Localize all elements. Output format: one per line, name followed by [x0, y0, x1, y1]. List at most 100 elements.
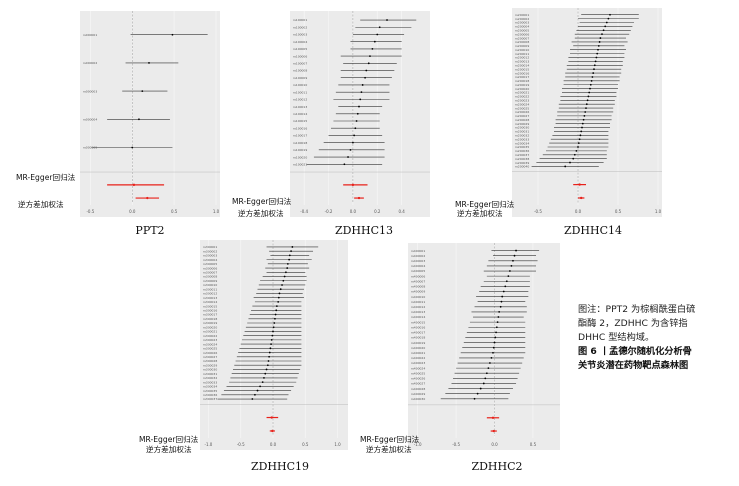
- snp-label: rs200009: [515, 44, 529, 48]
- egger-point: [132, 183, 136, 187]
- snp-point: [352, 141, 354, 144]
- x-tick-label: 0.5: [302, 442, 309, 447]
- x-tick-label: -1.0: [205, 442, 213, 447]
- snp-label: rs300028: [203, 359, 217, 363]
- snp-point: [360, 91, 363, 94]
- snp-point: [285, 271, 287, 274]
- snp-point: [589, 87, 591, 90]
- egger-point: [491, 416, 495, 419]
- panel-title-zdhhc13: ZDHHC13: [334, 224, 394, 237]
- snp-label: rs200002: [515, 17, 529, 21]
- snp-label: rs100004: [293, 40, 307, 44]
- snp-label: rs300001: [203, 245, 217, 249]
- ivw-point: [271, 429, 274, 433]
- snp-label: rs400015: [411, 320, 425, 324]
- snp-label: rs000004: [83, 117, 97, 121]
- snp-label: rs300007: [203, 271, 217, 275]
- snp-point: [148, 62, 150, 64]
- snp-label: rs200017: [515, 75, 529, 79]
- snp-point: [599, 37, 602, 39]
- x-tick-label: 1.0: [213, 209, 220, 214]
- snp-point: [343, 163, 346, 166]
- snp-label: rs300022: [203, 334, 217, 338]
- snp-label: rs000002: [83, 61, 97, 65]
- x-tick-label: 0.0: [350, 209, 357, 214]
- snp-label: rs200029: [515, 122, 529, 126]
- snp-label: rs100001: [293, 18, 307, 22]
- snp-label: rs300021: [203, 330, 217, 334]
- snp-point: [564, 165, 567, 168]
- snp-point: [492, 351, 494, 354]
- snp-point: [367, 62, 370, 65]
- snp-label: rs200019: [515, 83, 529, 87]
- snp-label: rs200005: [515, 28, 529, 32]
- snp-label: rs400014: [411, 315, 425, 319]
- figure-caption: 图注：PPT2 为棕榈酰蛋白硫酯酶 2，ZDHHC 为含锌指 DHHC 型结构域…: [578, 303, 696, 373]
- snp-label: rs100007: [293, 62, 307, 66]
- snp-label: rs200035: [515, 145, 529, 149]
- snp-label: rs400022: [411, 356, 425, 360]
- ivw-label-ppt2: 逆方差加权法: [18, 200, 64, 209]
- snp-label: rs400021: [411, 351, 425, 355]
- snp-label: rs100014: [293, 112, 307, 116]
- snp-point: [589, 83, 592, 86]
- snp-point: [500, 300, 503, 303]
- snp-point: [364, 76, 366, 79]
- x-tick-label: -0.2: [325, 209, 333, 214]
- egger-point: [578, 183, 581, 186]
- snp-point: [358, 105, 360, 108]
- snp-label: rs400029: [411, 392, 425, 396]
- snp-label: rs200015: [515, 67, 529, 71]
- snp-point: [510, 265, 513, 267]
- snp-point: [495, 326, 498, 329]
- snp-label: rs200027: [515, 114, 529, 118]
- snp-label: rs300015: [203, 304, 217, 308]
- snp-point: [572, 157, 575, 160]
- snp-label: rs200028: [515, 118, 529, 122]
- snp-point: [493, 341, 496, 344]
- snp-point: [507, 275, 510, 278]
- snp-point: [261, 381, 264, 384]
- snp-point: [586, 99, 589, 102]
- snp-label: rs000003: [83, 89, 97, 93]
- snp-point: [484, 377, 487, 380]
- snp-point: [597, 44, 600, 47]
- snp-label: rs300036: [203, 393, 217, 397]
- snp-point: [569, 161, 571, 164]
- ivw-point: [146, 196, 149, 200]
- snp-label: rs200036: [515, 149, 529, 153]
- snp-label: rs100013: [293, 105, 307, 109]
- snp-point: [251, 398, 254, 400]
- snp-point: [578, 138, 581, 141]
- snp-point: [490, 357, 493, 359]
- snp-label: rs100005: [293, 47, 307, 51]
- snp-label: rs100017: [293, 134, 307, 138]
- x-tick-label: -0.4: [300, 209, 308, 214]
- snp-point: [584, 111, 587, 113]
- snp-label: rs300019: [203, 321, 217, 325]
- snp-label: rs400001: [411, 249, 425, 253]
- snp-label: rs400026: [411, 377, 425, 381]
- snp-label: rs100002: [293, 25, 307, 29]
- x-tick-label: 0.0: [575, 209, 582, 214]
- snp-point: [371, 47, 374, 50]
- snp-label: rs100016: [293, 126, 307, 130]
- x-tick-label: 1.0: [655, 209, 662, 214]
- snp-label: rs300032: [203, 376, 217, 380]
- snp-label: rs300020: [203, 325, 217, 329]
- snp-point: [138, 118, 140, 121]
- snp-point: [502, 290, 505, 293]
- x-tick-label: 0.5: [615, 209, 622, 214]
- snp-label: rs200024: [515, 102, 529, 106]
- snp-label: rs300023: [203, 338, 217, 342]
- snp-label: rs200033: [515, 137, 529, 141]
- forest-plot-zdhhc2: -1.0 -0.5 0.0 0.5 rs400001 rs400002 rs400003 rs…: [408, 243, 560, 450]
- snp-point: [577, 146, 579, 148]
- forest-plot-zdhhc13: -0.4 -0.2 0.0 0.2 0.4 rs100001 rs100002 rs10000…: [290, 11, 430, 217]
- panel-title-zdhhc14: ZDHHC14: [563, 224, 623, 237]
- snp-label: rs400020: [411, 346, 425, 350]
- snp-point: [593, 68, 595, 71]
- snp-point: [264, 372, 267, 375]
- snp-point: [605, 21, 608, 24]
- snp-point: [269, 347, 272, 350]
